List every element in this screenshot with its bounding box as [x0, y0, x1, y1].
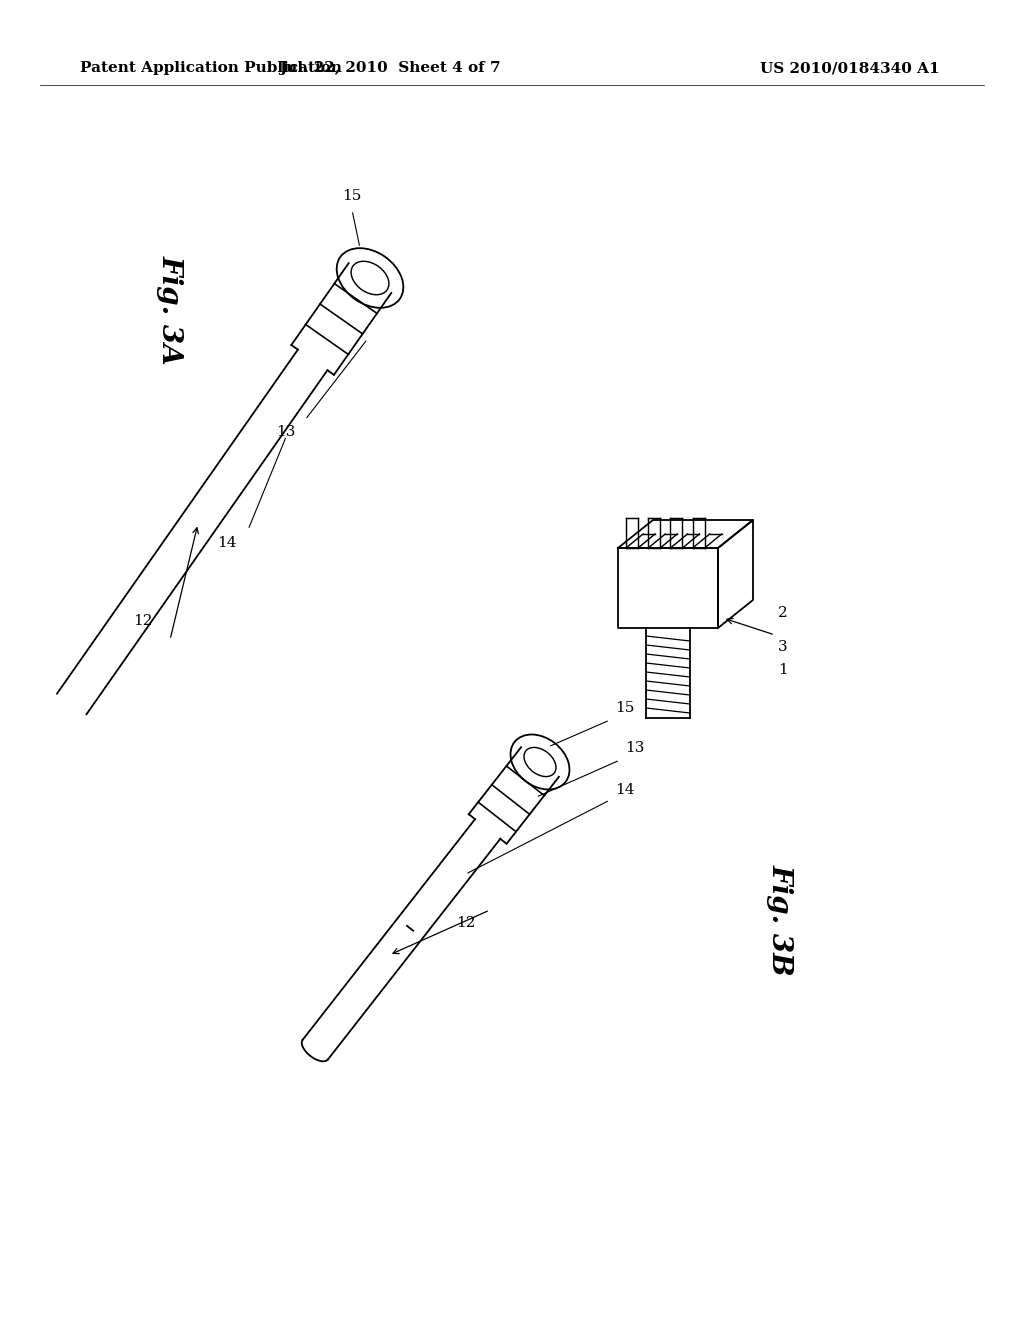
Text: 13: 13 [275, 425, 295, 440]
Text: 15: 15 [615, 701, 635, 715]
Text: 15: 15 [342, 189, 361, 203]
Text: 2: 2 [778, 606, 787, 620]
Text: US 2010/0184340 A1: US 2010/0184340 A1 [760, 61, 940, 75]
Text: Fig. 3B: Fig. 3B [767, 865, 794, 975]
Text: 12: 12 [457, 916, 476, 931]
Text: 14: 14 [615, 783, 635, 797]
Text: Jul. 22, 2010  Sheet 4 of 7: Jul. 22, 2010 Sheet 4 of 7 [280, 61, 501, 75]
Text: 13: 13 [625, 741, 644, 755]
Text: 1: 1 [778, 663, 787, 677]
Text: Patent Application Publication: Patent Application Publication [80, 61, 342, 75]
Text: 12: 12 [133, 614, 153, 628]
Text: 3: 3 [778, 640, 787, 653]
Text: Fig. 3A: Fig. 3A [157, 255, 183, 364]
Text: 14: 14 [217, 536, 237, 550]
